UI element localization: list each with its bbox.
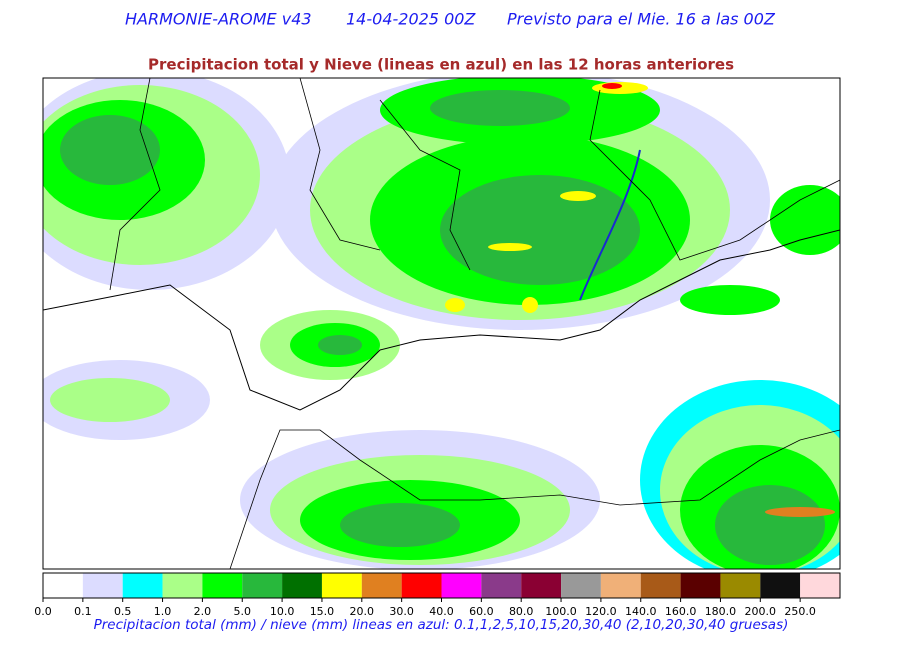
tick-label: 1.0: [154, 605, 172, 618]
tick-label: 0.0: [34, 605, 52, 618]
color-swatch: [521, 573, 562, 598]
color-swatch: [441, 573, 482, 598]
tick-label: 5.0: [234, 605, 252, 618]
tick-label: 120.0: [585, 605, 617, 618]
tick-label: 2.0: [194, 605, 212, 618]
color-swatch: [162, 573, 203, 598]
color-swatch: [481, 573, 522, 598]
tick-label: 10.0: [270, 605, 295, 618]
color-swatch: [82, 573, 123, 598]
model-name: HARMONIE-AROME v43: [125, 10, 312, 29]
color-swatch: [321, 573, 362, 598]
tick-label: 140.0: [625, 605, 657, 618]
color-swatch: [561, 573, 601, 598]
tick-label: 180.0: [705, 605, 737, 618]
color-swatch: [122, 573, 163, 598]
tick-label: 250.0: [784, 605, 816, 618]
forecast-time: Previsto para el Mie. 16 a las 00Z: [507, 10, 776, 29]
color-swatch: [720, 573, 761, 598]
color-swatch: [202, 573, 243, 598]
tick-label: 20.0: [350, 605, 375, 618]
tick-label: 160.0: [665, 605, 697, 618]
color-swatch: [361, 573, 402, 598]
tick-label: 30.0: [389, 605, 414, 618]
color-swatch: [760, 573, 801, 598]
tick-label: 60.0: [469, 605, 494, 618]
subtitle: Precipitacion total y Nieve (lineas en a…: [148, 56, 734, 74]
color-swatch: [43, 573, 83, 598]
tick-label: 100.0: [545, 605, 577, 618]
tick-label: 40.0: [429, 605, 454, 618]
run-time: 14-04-2025 00Z: [346, 10, 476, 29]
tick-label: 0.5: [114, 605, 132, 618]
color-swatch: [282, 573, 322, 598]
precipitation-field: [43, 78, 840, 569]
color-swatch: [242, 573, 283, 598]
tick-label: 15.0: [310, 605, 335, 618]
color-swatch: [600, 573, 641, 598]
tick-label: 0.1: [74, 605, 92, 618]
color-swatch: [800, 573, 840, 598]
caption: Precipitacion total (mm) / nieve (mm) li…: [94, 617, 789, 633]
color-swatch: [640, 573, 681, 598]
color-swatch: [401, 573, 442, 598]
colorbar: 0.0 0.1 0.5 1.0 2.0 5.0 10.0 15.0 20.0 30.0 40.0 60…: [34, 572, 841, 618]
tick-label: 80.0: [509, 605, 534, 618]
map: [42, 77, 841, 570]
tick-label: 200.0: [745, 605, 777, 618]
color-swatch: [680, 573, 721, 598]
